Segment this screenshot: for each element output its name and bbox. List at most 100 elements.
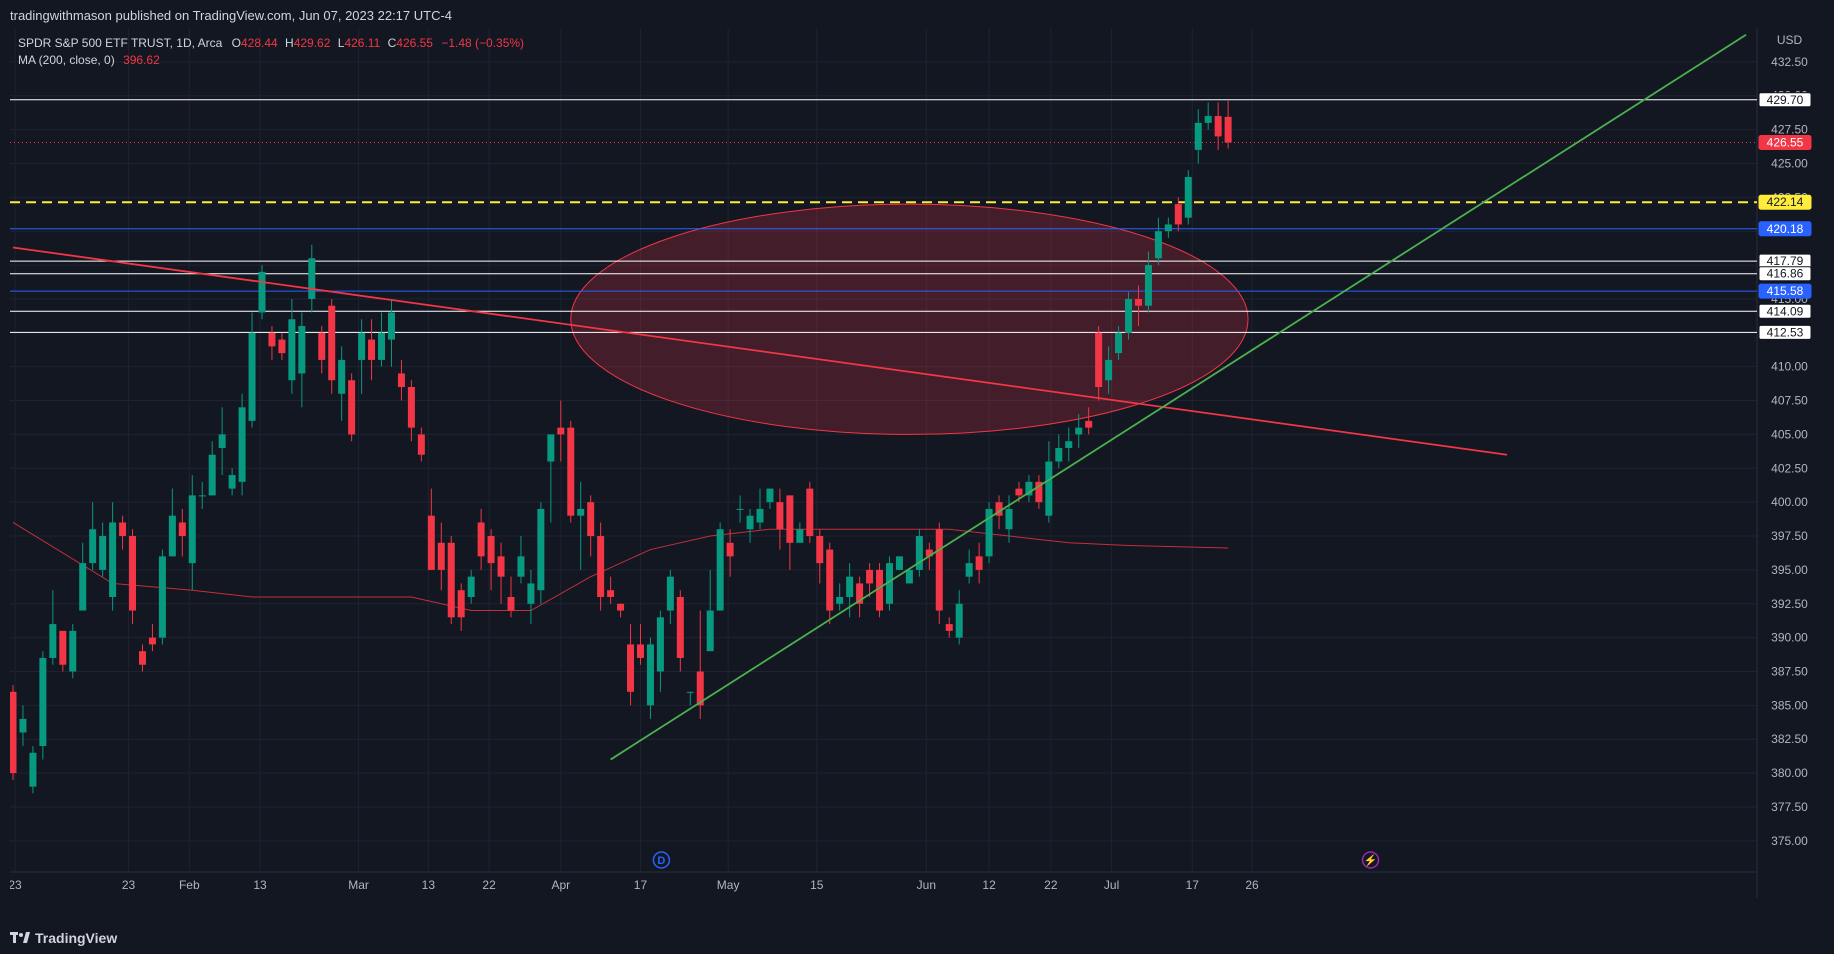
candle-body[interactable] [905,569,913,584]
candle-body[interactable] [358,332,366,360]
candle-body[interactable] [79,563,87,611]
candle-body[interactable] [746,515,754,530]
candle-body[interactable] [676,596,684,658]
candle-body[interactable] [59,630,67,665]
supply-zone-ellipse[interactable] [570,203,1249,435]
candle-body[interactable] [338,359,346,394]
candle-body[interactable] [915,536,923,570]
candle-body[interactable] [985,508,993,557]
candle-body[interactable] [258,271,266,313]
candle-body[interactable] [387,312,395,340]
candle-body[interactable] [597,536,605,597]
candle-body[interactable] [945,624,953,631]
candle-body[interactable] [1115,332,1123,354]
ma-label[interactable]: MA (200, close, 0) [18,53,115,67]
candle-body[interactable] [29,752,37,787]
candle-body[interactable] [467,576,475,597]
candle-body[interactable] [188,495,196,564]
candle-body[interactable] [228,475,236,489]
candle-body[interactable] [656,617,664,672]
candle-body[interactable] [368,339,376,360]
candle-body[interactable] [1015,488,1023,496]
candle-body[interactable] [1095,332,1103,388]
candle-body[interactable] [1045,461,1053,516]
candle-body[interactable] [298,326,306,374]
candle-body[interactable] [1075,427,1083,435]
symbol-name[interactable]: SPDR S&P 500 ETF TRUST, 1D, Arca [18,36,223,50]
candle-body[interactable] [1085,420,1093,428]
candle-body[interactable] [437,542,445,570]
candle-body[interactable] [577,508,585,516]
candle-body[interactable] [119,522,127,537]
candle-body[interactable] [218,434,226,448]
candle-body[interactable] [686,691,694,693]
candle-body[interactable] [1005,508,1013,530]
candle-body[interactable] [666,576,674,611]
candle-body[interactable] [567,427,575,516]
candle-body[interactable] [806,488,814,537]
candle-body[interactable] [696,671,704,706]
candle-body[interactable] [1164,224,1172,232]
green-uptrend-trendline[interactable] [610,34,1747,761]
candle-body[interactable] [278,339,286,354]
candle-body[interactable] [796,529,804,543]
red-downtrend-trendline[interactable] [12,246,1508,456]
candle-body[interactable] [407,387,415,428]
candle-body[interactable] [69,630,77,672]
candle-body[interactable] [925,549,933,557]
candle-body[interactable] [706,610,714,652]
candle-body[interactable] [109,522,117,597]
candle-body[interactable] [716,529,724,611]
candle-body[interactable] [836,596,844,604]
candle-body[interactable] [1214,116,1222,137]
candle-body[interactable] [736,508,744,510]
candle-body[interactable] [766,488,774,503]
candle-body[interactable] [1035,481,1043,503]
candlestick-chart[interactable]: 375.00 377.50 380.00 382.50 385.00 387.50 390.… [10,28,1822,924]
candle-body[interactable] [955,603,963,638]
candle-body[interactable] [487,536,495,564]
candle-body[interactable] [178,522,186,537]
candle-body[interactable] [158,556,166,638]
candle-body[interactable] [208,454,216,496]
candle-body[interactable] [507,596,515,611]
candle-body[interactable] [417,434,425,455]
candle-body[interactable] [866,569,874,584]
candle-body[interactable] [726,542,734,557]
candle-body[interactable] [846,576,854,597]
candle-body[interactable] [1154,231,1162,259]
candle-body[interactable] [129,536,137,611]
candle-body[interactable] [1065,441,1073,448]
candle-body[interactable] [497,556,505,577]
split-marker[interactable] [1361,851,1380,869]
candle-body[interactable] [1204,116,1212,123]
candle-body[interactable] [1194,122,1202,150]
candle-body[interactable] [99,536,107,570]
candle-body[interactable] [607,590,615,597]
candle-body[interactable] [457,590,465,618]
candle-body[interactable] [517,556,525,577]
candle-body[interactable] [826,549,834,611]
candle-body[interactable] [885,563,893,604]
candle-body[interactable] [138,651,146,665]
candle-body[interactable] [1134,298,1142,306]
candle-body[interactable] [378,332,386,360]
candle-body[interactable] [268,332,276,347]
candle-body[interactable] [168,515,176,557]
candle-body[interactable] [49,624,57,658]
dividend-marker[interactable] [652,851,671,869]
candle-body[interactable] [308,258,316,299]
candle-body[interactable] [876,569,884,611]
candle-body[interactable] [856,583,864,604]
candle-body[interactable] [328,305,336,381]
candle-body[interactable] [527,583,535,604]
candle-body[interactable] [975,556,983,570]
candle-body[interactable] [636,644,644,658]
candle-body[interactable] [627,644,635,692]
candle-body[interactable] [756,508,764,523]
candle-body[interactable] [248,332,256,421]
candle-body[interactable] [816,536,824,564]
candle-body[interactable] [10,691,17,774]
candle-body[interactable] [19,718,27,733]
candle-body[interactable] [39,657,47,747]
